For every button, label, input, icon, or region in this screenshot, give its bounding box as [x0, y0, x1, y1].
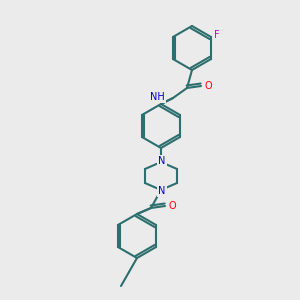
Text: NH: NH [150, 92, 165, 102]
Text: O: O [168, 201, 176, 211]
Text: N: N [158, 156, 166, 166]
Text: O: O [204, 81, 212, 91]
Text: F: F [214, 30, 220, 40]
Text: N: N [158, 186, 166, 196]
